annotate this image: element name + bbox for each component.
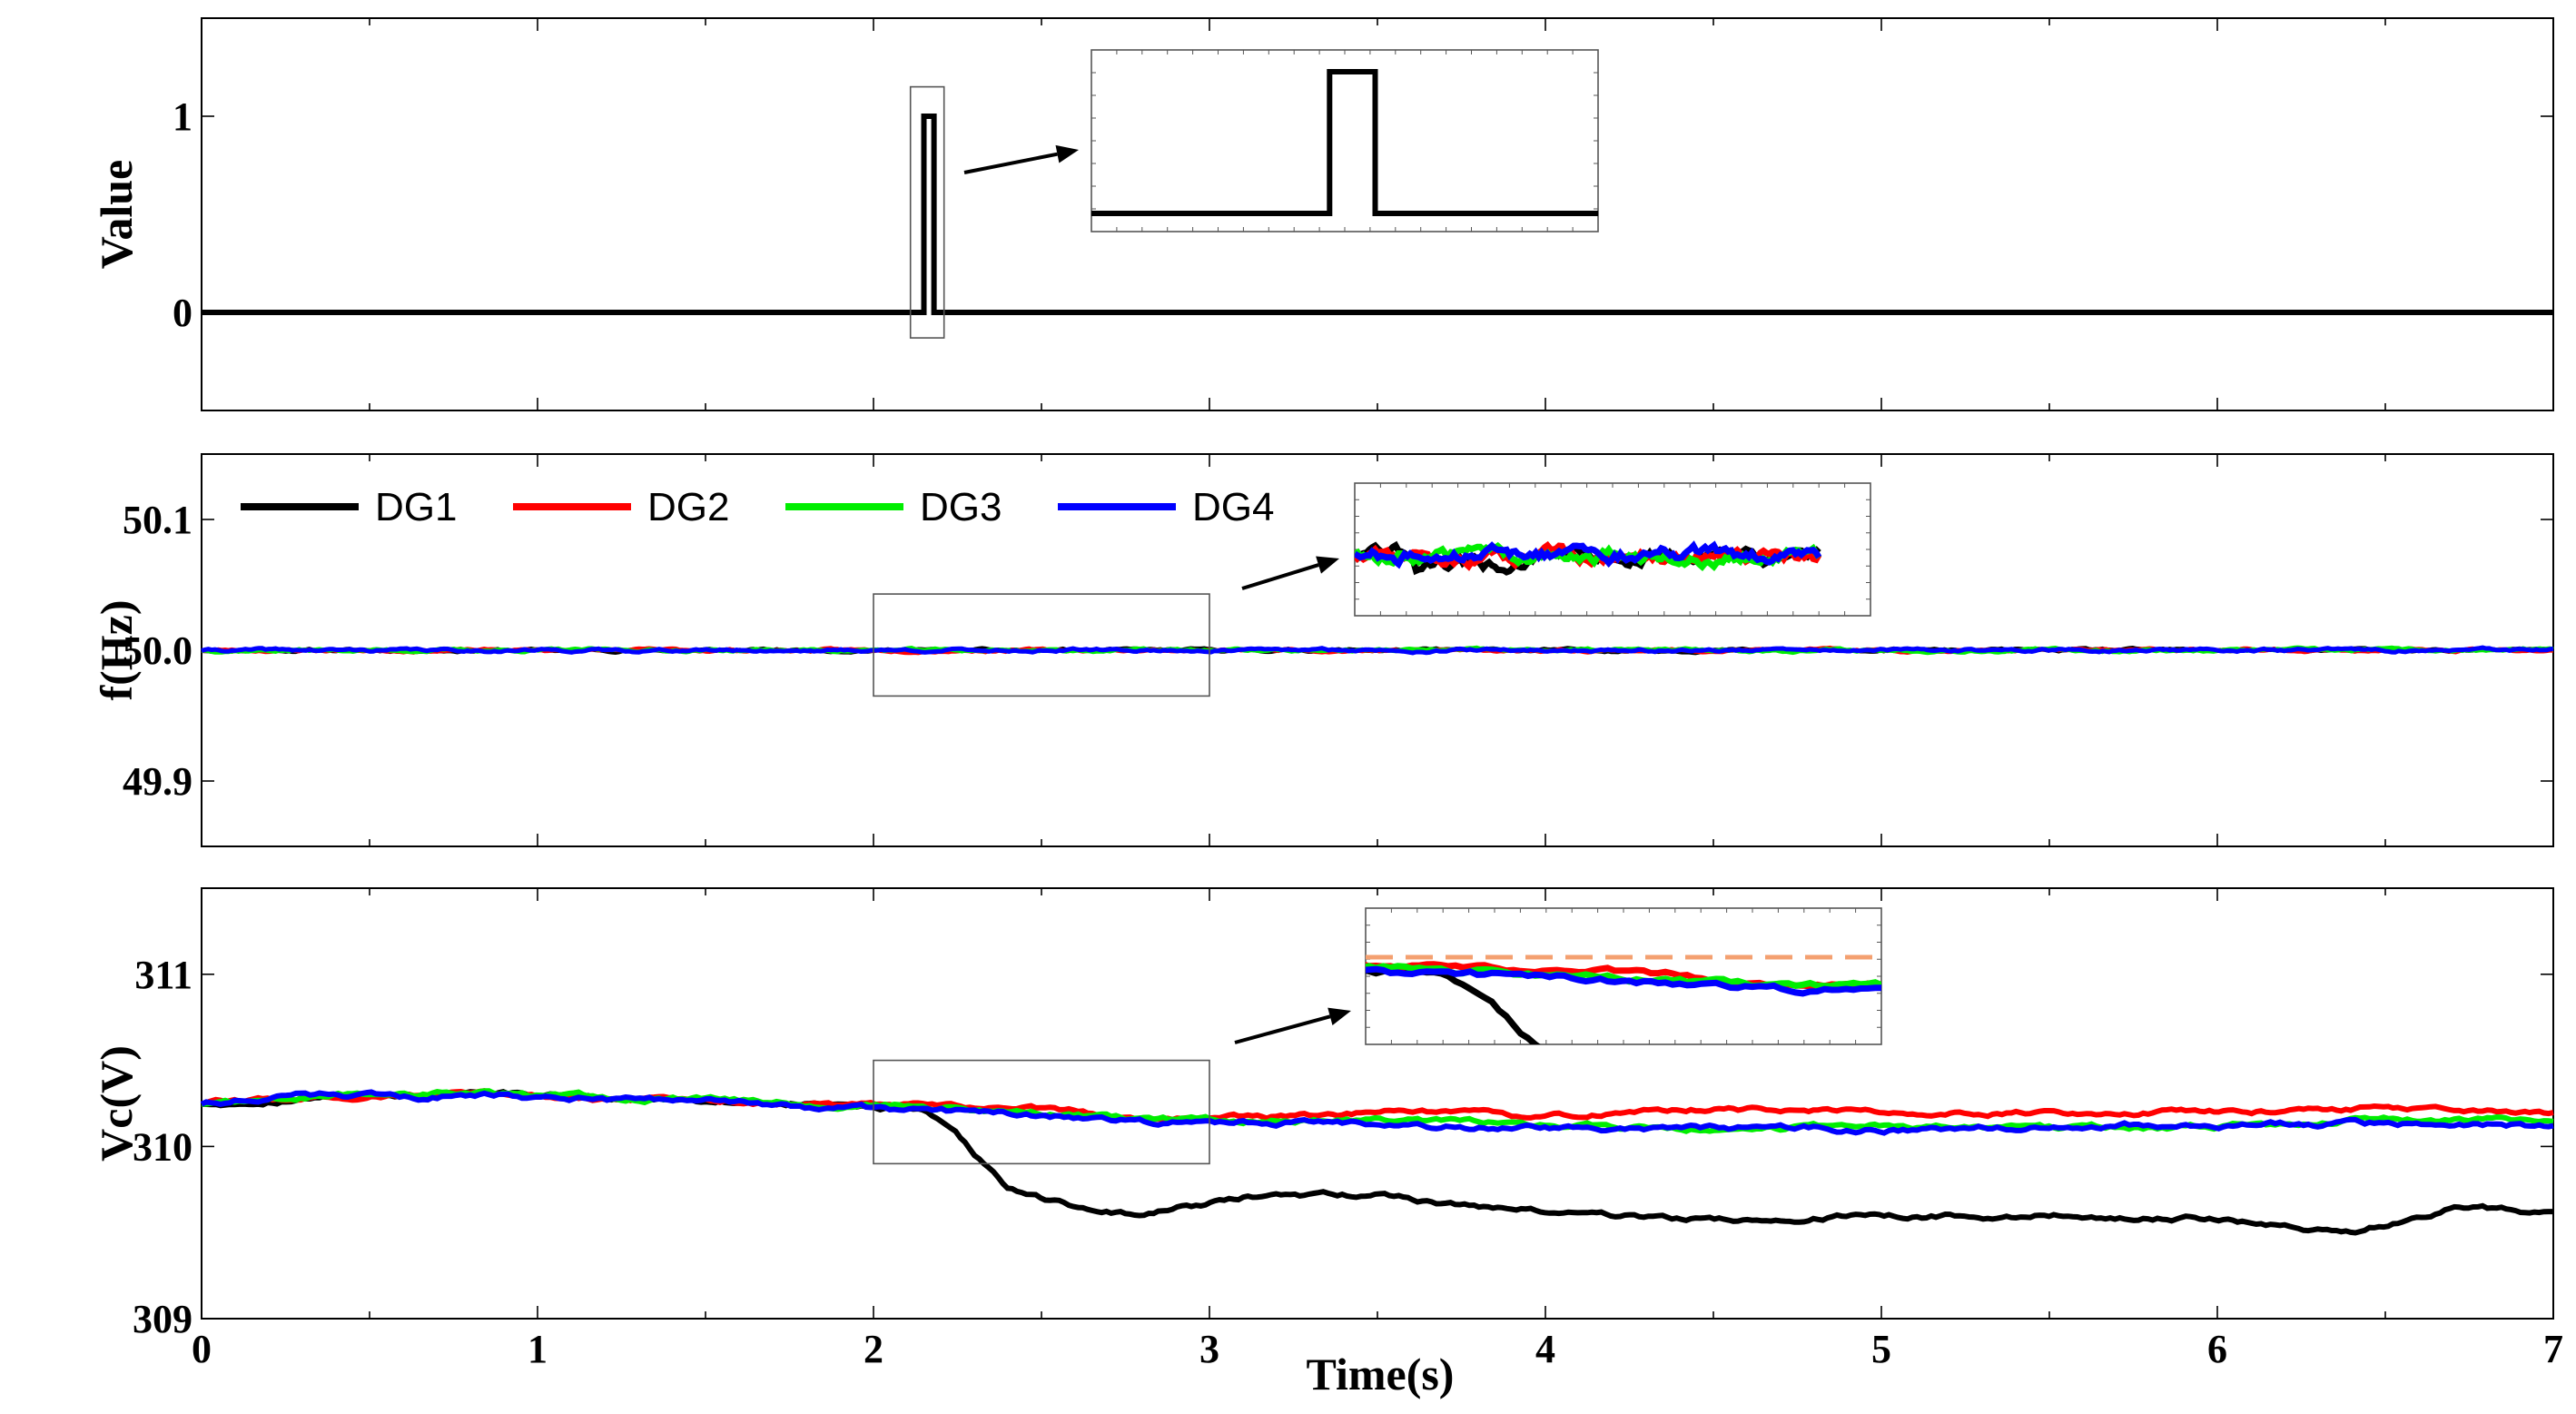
y-axis-title: Vc(V) — [91, 1045, 142, 1162]
x-tick-label: 3 — [1199, 1327, 1219, 1371]
zoom-region-box — [873, 1059, 1210, 1165]
inset-frame — [1091, 49, 1599, 232]
zoom-arrowhead — [1055, 144, 1079, 163]
x-tick-label: 7 — [2543, 1327, 2563, 1371]
inset-series-dg4 — [1366, 965, 1881, 997]
x-tick-label: 1 — [528, 1327, 548, 1371]
inset-content — [1091, 69, 1598, 216]
inset-content — [1355, 540, 1822, 576]
y-tick-label: 310 — [133, 1124, 192, 1169]
y-tick-label: 1 — [173, 94, 192, 139]
y-tick-label: 50.0 — [123, 628, 192, 673]
series-dg4 — [200, 1089, 2554, 1136]
legend-label-dg2: DG2 — [647, 485, 729, 529]
y-tick-label: 50.1 — [123, 498, 192, 542]
x-tick-label: 4 — [1535, 1327, 1555, 1371]
inset-series-dg1 — [1366, 966, 1541, 1044]
legend-label-dg1: DG1 — [375, 485, 457, 529]
inset-content — [1366, 954, 1881, 1044]
x-tick-label: 5 — [1871, 1327, 1891, 1371]
zoom-arrowhead — [1316, 556, 1339, 574]
series-dg4 — [201, 645, 2554, 656]
inset-signal-line — [1091, 69, 1598, 216]
zoom-region-box — [909, 85, 945, 339]
x-tick-label: 2 — [864, 1327, 883, 1371]
inset-series-dg4 — [1355, 540, 1822, 569]
y-tick-label: 309 — [133, 1297, 192, 1341]
x-tick-label: 6 — [2207, 1327, 2227, 1371]
legend-label-dg4: DG4 — [1192, 485, 1274, 529]
value-panel: 0 1 Value — [91, 17, 2554, 411]
zoom-region-box — [873, 593, 1210, 697]
y-tick-label: 49.9 — [123, 759, 192, 804]
y-tick-label: 0 — [173, 291, 192, 335]
legend-label-dg3: DG3 — [920, 485, 1002, 529]
zoom-arrow — [1241, 563, 1319, 590]
signal-line — [202, 114, 2553, 315]
y-tick-label: 311 — [134, 953, 192, 997]
zoom-arrow — [1234, 1014, 1331, 1044]
zoom-arrow — [963, 152, 1058, 174]
frequency-panel: 49.9 50.0 50.1 f(Hz) — [91, 453, 2554, 847]
y-axis-title: Value — [91, 160, 142, 269]
voltage-panel: 309 310 311 Vc(V) 0 1 2 3 4 5 6 7 — [91, 887, 2563, 1371]
legend: DG1 DG2 DG3 DG4 — [241, 485, 1274, 529]
zoom-arrowhead — [1327, 1007, 1351, 1025]
x-tick-label: 0 — [192, 1327, 212, 1371]
x-axis-title: Time(s) — [1307, 1349, 1455, 1399]
y-axis-title: f(Hz) — [91, 599, 142, 700]
